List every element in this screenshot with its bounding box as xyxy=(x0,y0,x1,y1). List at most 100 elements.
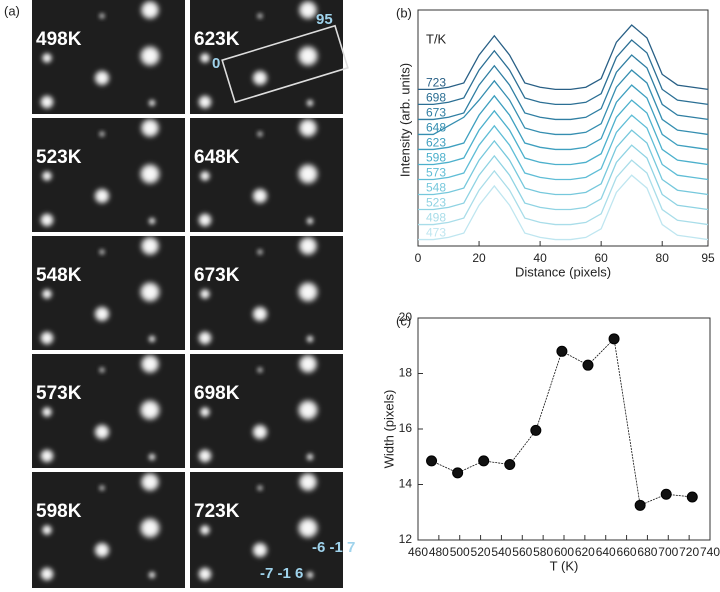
tile-label: 723K xyxy=(194,501,240,522)
annotation: -7 -1 6 xyxy=(260,565,303,582)
series-label: 648 xyxy=(426,121,446,135)
data-point xyxy=(686,491,698,503)
diffraction-spot xyxy=(296,162,320,186)
y-tick-label: 20 xyxy=(399,310,413,324)
diffraction-spot xyxy=(257,249,263,255)
x-tick-label: 720 xyxy=(679,545,699,559)
series-label: 498 xyxy=(426,211,446,225)
tile-label: 523K xyxy=(36,147,82,168)
tile-label: 648K xyxy=(194,147,240,168)
diffraction-spot xyxy=(138,162,162,186)
diffraction-spot xyxy=(99,131,105,137)
series-line xyxy=(418,69,709,136)
series-line xyxy=(418,144,709,211)
x-tick-label: 600 xyxy=(554,545,574,559)
series-label: 473 xyxy=(426,226,446,240)
panel-label: (a) xyxy=(4,3,20,18)
series-line xyxy=(418,54,709,121)
data-point xyxy=(556,345,568,357)
y-axis-title: Intensity (arb. units) xyxy=(397,63,412,177)
data-point xyxy=(478,455,490,467)
diffraction-spot xyxy=(138,44,162,68)
x-tick-label: 60 xyxy=(594,251,608,265)
x-tick-label: 480 xyxy=(429,545,449,559)
diffraction-spot xyxy=(306,217,314,225)
x-axis-title: T (K) xyxy=(550,558,579,573)
tile-label: 673K xyxy=(194,265,240,286)
diffraction-spot xyxy=(297,0,319,21)
data-point xyxy=(452,467,464,479)
diffraction-spot xyxy=(41,52,53,64)
diffraction-spot xyxy=(93,69,111,87)
diffraction-spot xyxy=(296,44,320,68)
diffraction-spot xyxy=(139,471,161,493)
x-axis-title: Distance (pixels) xyxy=(515,264,611,279)
y-tick-label: 16 xyxy=(399,421,413,435)
diffraction-spot xyxy=(148,335,156,343)
diffraction-spot xyxy=(197,212,213,228)
diffraction-spot xyxy=(296,280,320,304)
series-line xyxy=(418,84,709,151)
series-label: 523 xyxy=(426,196,446,210)
panel-label: (c) xyxy=(396,313,411,328)
diffraction-spot xyxy=(199,406,211,418)
image-tile xyxy=(190,118,343,232)
series-line xyxy=(431,337,693,506)
series-label: 698 xyxy=(426,91,446,105)
data-point xyxy=(660,488,672,500)
roi-box xyxy=(221,24,349,104)
diffraction-spot xyxy=(251,69,269,87)
series-label: 623 xyxy=(426,136,446,150)
diffraction-spot xyxy=(148,571,156,579)
diffraction-spot xyxy=(41,170,53,182)
diffraction-spot xyxy=(93,305,111,323)
diffraction-spot xyxy=(251,305,269,323)
annotation: 0 xyxy=(212,55,220,72)
x-tick-label: 80 xyxy=(656,251,670,265)
series-line xyxy=(418,174,709,241)
image-tile xyxy=(32,236,185,350)
x-tick-label: 20 xyxy=(472,251,486,265)
x-tick-label: 500 xyxy=(450,545,470,559)
x-tick-label: 700 xyxy=(658,545,678,559)
y-tick-label: 18 xyxy=(399,366,413,380)
data-point xyxy=(504,459,516,471)
annotation: 95 xyxy=(316,11,333,28)
diffraction-spot xyxy=(257,485,263,491)
diffraction-spot xyxy=(306,453,314,461)
tile-label: 573K xyxy=(36,383,82,404)
diffraction-spot xyxy=(139,235,161,257)
x-tick-label: 520 xyxy=(471,545,491,559)
diffraction-spot xyxy=(306,571,314,579)
x-tick-label: 95 xyxy=(701,251,715,265)
image-tile xyxy=(32,118,185,232)
diffraction-spot xyxy=(257,367,263,373)
series-label: 548 xyxy=(426,181,446,195)
tile-label: 548K xyxy=(36,265,82,286)
diffraction-spot xyxy=(296,398,320,422)
y-tick-label: 12 xyxy=(399,532,413,546)
y-tick-label: 14 xyxy=(399,477,413,491)
diffraction-spot xyxy=(297,117,319,139)
y-axis-title: Width (pixels) xyxy=(381,390,396,469)
series-label: 723 xyxy=(426,76,446,90)
series-line xyxy=(418,99,709,166)
x-tick-label: 560 xyxy=(512,545,532,559)
annotation: -6 -1 7 xyxy=(312,539,355,556)
x-tick-label: 0 xyxy=(415,251,422,265)
diffraction-spot xyxy=(39,448,55,464)
diffraction-spot xyxy=(251,423,269,441)
series-line xyxy=(418,129,709,196)
series-line xyxy=(418,39,709,106)
diffraction-spot xyxy=(197,94,213,110)
x-tick-label: 680 xyxy=(637,545,657,559)
image-tile xyxy=(190,236,343,350)
diffraction-spot xyxy=(297,235,319,257)
series-label: 573 xyxy=(426,166,446,180)
diffraction-spot xyxy=(138,398,162,422)
diffraction-spot xyxy=(99,367,105,373)
x-tick-label: 540 xyxy=(491,545,511,559)
annotation: T/K xyxy=(426,31,447,46)
plot-frame xyxy=(417,9,709,247)
